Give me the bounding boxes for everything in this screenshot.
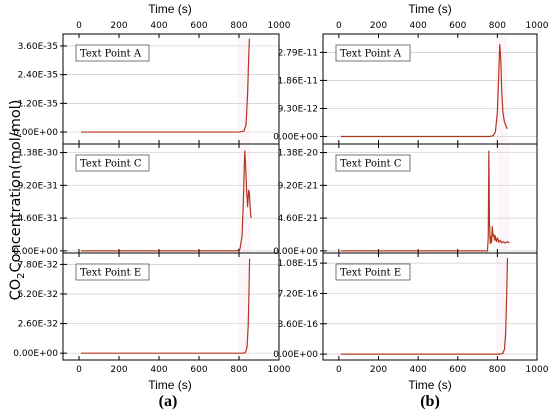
plot-frame-a-3 [62, 252, 280, 361]
legend-label-a-1: Text Point A [80, 49, 142, 60]
y-tick-label-b-2-3: 1.38E-20 [278, 149, 319, 159]
series-line-b-2 [340, 150, 510, 252]
y-axis-title: CO2Concentration(mol/mol) [8, 100, 27, 301]
subplot-b-2: 0.00E+00 4.60E-21 9.20E-21 1.38E-20 Text Poi… [273, 143, 538, 257]
series-line-a-3 [81, 258, 251, 354]
x-tick-label-top-b-1-0: 0 [336, 21, 342, 31]
x-tick-label-bottom-a-3-3: 600 [190, 365, 207, 375]
x-tick-label-bottom-b-3-3: 600 [449, 365, 466, 375]
subplot-b-1: 0.00E+00 9.30E-12 1.86E-11 2.79E-11 0 200 400 6… [273, 21, 549, 145]
x-tick-label-bottom-a-3-5: 1000 [268, 365, 291, 375]
subplot-a-1: 0.00E+00 1.20E-35 2.40E-35 3.60E-35 0 200 400 6… [13, 21, 291, 145]
plot-frame-b-3 [322, 252, 538, 361]
x-tick-label-bottom-a-3-0: 0 [76, 365, 82, 375]
y-axis-title-rest: Concentration(mol/mol) [8, 100, 24, 273]
legend-box-a-2 [75, 154, 150, 172]
x-tick-label-top-a-1-0: 0 [76, 21, 82, 31]
y-tick-label-a-1-3: 3.60E-35 [18, 42, 58, 52]
x-tick-label-top-a-1-3: 600 [190, 21, 207, 31]
y-tick-label-a-1-0: 0.00E+00 [13, 128, 58, 138]
spike-shading-b-2 [497, 146, 510, 251]
y-tick-label-b-1-2: 1.86E-11 [278, 76, 318, 86]
y-tick-label-a-3-2: 5.20E-32 [18, 290, 58, 300]
y-axis-title-prefix: CO [8, 279, 24, 301]
x-tick-label-bottom-a-3-4: 800 [230, 365, 247, 375]
legend-label-a-2: Text Point C [80, 159, 142, 170]
x-tick-label-bottom-b-3-1: 200 [370, 365, 387, 375]
y-tick-label-a-2-3: 1.38E-30 [18, 149, 59, 159]
legend-box-b-3 [335, 263, 411, 281]
panel-tag-b: (b) [420, 393, 440, 410]
x-tick-label-top-b-1-5: 1000 [526, 21, 549, 31]
y-tick-label-b-1-0: 0.00E+00 [273, 132, 318, 142]
spike-shading-b-3 [495, 255, 508, 358]
legend-box-a-1 [75, 44, 150, 62]
legend-label-b-3: Text Point E [340, 268, 401, 279]
x-tick-label-top-a-1-5: 1000 [268, 21, 291, 31]
x-tick-label-bottom-b-3-5: 1000 [526, 365, 549, 375]
y-tick-label-a-1-2: 2.40E-35 [18, 71, 58, 81]
y-tick-label-b-3-2: 7.20E-16 [278, 289, 319, 299]
x-tick-label-bottom-a-3-2: 400 [150, 365, 167, 375]
y-tick-label-a-2-1: 4.60E-31 [18, 214, 58, 224]
x-tick-label-top-b-1-3: 600 [449, 21, 466, 31]
y-tick-label-b-1-3: 2.79E-11 [278, 48, 318, 58]
legend-label-b-2: Text Point C [340, 159, 402, 170]
series-line-b-3 [340, 258, 509, 355]
y-axis-title-subscript: 2 [16, 272, 27, 278]
y-tick-label-b-2-2: 9.20E-21 [278, 181, 318, 191]
legend-box-b-1 [335, 44, 411, 62]
panel-tag-a: (a) [159, 393, 178, 410]
y-tick-label-b-3-1: 3.60E-16 [278, 320, 319, 330]
x-axis-title-bottom-b: Time (s) [408, 378, 452, 392]
series-line-a-1 [81, 38, 250, 133]
subplot-a-3: 0.00E+00 2.60E-32 5.20E-32 7.80E-32 0 200 400 6… [13, 252, 291, 375]
subplot-b-3: 0.00E+00 3.60E-16 7.20E-16 1.08E-15 0 200 400 6… [273, 252, 549, 375]
legend-box-a-3 [75, 263, 150, 281]
y-tick-label-b-1-1: 9.30E-12 [278, 104, 318, 114]
x-tick-label-bottom-b-3-4: 800 [489, 365, 506, 375]
x-tick-label-top-b-1-1: 200 [370, 21, 387, 31]
y-tick-label-a-3-3: 7.80E-32 [18, 260, 58, 270]
legend-label-a-3: Text Point E [80, 268, 141, 279]
x-tick-label-top-a-1-4: 800 [230, 21, 247, 31]
y-tick-label-b-2-0: 0.00E+00 [273, 247, 318, 257]
spike-shading-a-3 [237, 255, 250, 358]
y-tick-label-a-3-0: 0.00E+00 [13, 349, 58, 359]
y-tick-label-a-2-0: 0.00E+00 [13, 247, 58, 257]
legend-label-b-1: Text Point A [340, 49, 402, 60]
series-line-a-2 [81, 150, 252, 252]
y-tick-label-a-1-1: 1.20E-35 [18, 99, 58, 109]
legend-box-b-2 [335, 154, 411, 172]
x-tick-label-top-a-1-1: 200 [110, 21, 127, 31]
x-axis-title-top-a: Time (s) [148, 2, 192, 16]
x-axis-title-bottom-a: Time (s) [148, 378, 192, 392]
y-tick-label-a-2-2: 9.20E-31 [18, 181, 58, 191]
x-tick-label-top-a-1-2: 400 [150, 21, 167, 31]
subplot-grid: 0.00E+001.20E-352.40E-353.60E-350 200 400 6… [13, 21, 548, 375]
y-tick-label-b-3-3: 1.08E-15 [278, 259, 318, 269]
series-line-b-1 [340, 43, 508, 138]
shared-y-axis-label: CO2Concentration(mol/mol) [8, 100, 27, 301]
y-tick-label-b-3-0: 0.00E+00 [273, 350, 318, 360]
x-tick-label-bottom-b-3-0: 0 [336, 365, 342, 375]
y-tick-label-b-2-1: 4.60E-21 [278, 214, 318, 224]
x-tick-label-bottom-a-3-1: 200 [110, 365, 127, 375]
y-tick-label-a-3-1: 2.60E-32 [18, 320, 58, 330]
x-tick-label-top-b-1-4: 800 [489, 21, 506, 31]
x-tick-label-bottom-b-3-2: 400 [410, 365, 427, 375]
x-tick-label-top-b-1-2: 400 [410, 21, 427, 31]
subplot-a-2: 0.00E+00 4.60E-31 9.20E-31 1.38E-30 Text Poi… [13, 143, 280, 257]
x-axis-title-top-b: Time (s) [408, 2, 452, 16]
